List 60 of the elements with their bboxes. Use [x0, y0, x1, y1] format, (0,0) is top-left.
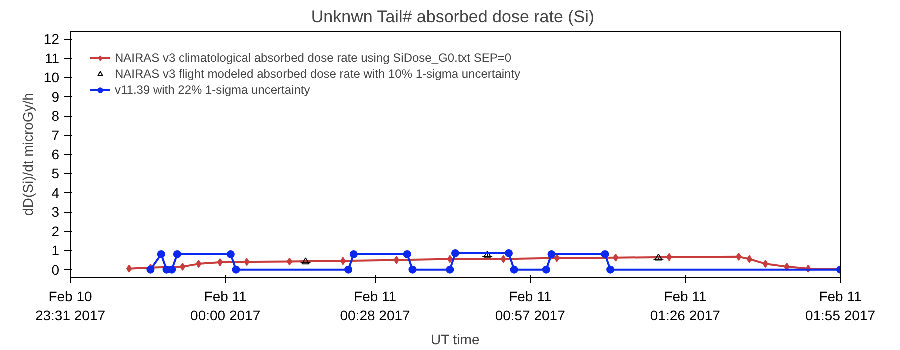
point [504, 249, 513, 258]
chart-title: Unknwn Tail# absorbed dose rate (Si) [311, 8, 595, 26]
point [232, 266, 240, 274]
point [180, 262, 186, 271]
y-tick-label: 5 [52, 166, 60, 182]
point [452, 249, 460, 258]
y-tick-label: 4 [52, 184, 60, 201]
point [244, 258, 250, 266]
point [548, 250, 556, 258]
point [226, 250, 235, 258]
point [666, 253, 672, 262]
point [654, 254, 663, 261]
point [302, 258, 310, 265]
y-tick-label: 0 [52, 262, 60, 278]
point [484, 250, 492, 258]
point [340, 257, 346, 266]
point [126, 264, 132, 273]
x-tick-label: Feb 10 23:31 2017 [35, 288, 106, 324]
x-axis-title: UT time [431, 332, 480, 348]
point [542, 266, 550, 274]
y-tick-label: 1 [52, 242, 60, 259]
y-axis-title: dD(Si)/dt microGy/h [20, 93, 36, 216]
y-tick-label: 8 [52, 108, 60, 124]
x-tick-label: Feb 11 01:26 2017 [650, 288, 721, 324]
point [394, 256, 400, 264]
point [601, 250, 610, 258]
x-tick-label: Feb 11 00:57 2017 [495, 288, 566, 324]
y-tick-label: 12 [44, 31, 60, 48]
point [168, 266, 176, 274]
point [746, 255, 752, 264]
point [736, 252, 742, 261]
point [500, 255, 506, 264]
x-tick-label: Feb 11 01:55 2017 [805, 288, 876, 324]
x-tick-label: Feb 11 00:00 2017 [190, 288, 261, 324]
legend-label: v11.39 with 22% 1-sigma uncertainty [115, 83, 310, 97]
point [510, 266, 518, 274]
point [173, 250, 182, 258]
point [403, 250, 412, 258]
y-tick-label: 2 [52, 223, 60, 240]
point [217, 258, 224, 267]
point [344, 266, 353, 274]
y-tick-label: 10 [44, 70, 60, 86]
y-tick-label: 3 [52, 204, 60, 220]
y-tick-label: 7 [52, 127, 60, 144]
point [196, 260, 202, 268]
point [613, 254, 619, 262]
point [157, 250, 166, 258]
point [286, 258, 293, 266]
point [408, 266, 417, 274]
y-tick-label: 11 [44, 50, 60, 66]
point [606, 266, 615, 274]
legend-label: NAIRAS v3 climatological absorbed dose rate using SiDose_G0.txt SEP=0 [115, 51, 512, 65]
x-tick-label: Feb 11 00:28 2017 [340, 288, 411, 324]
legend-label: NAIRAS v3 flight modeled absorbed dose rate with 10% 1-sigma uncertainty [115, 67, 521, 81]
point [762, 260, 768, 268]
point [446, 266, 454, 274]
point [350, 250, 358, 258]
y-tick-label: 9 [52, 88, 60, 105]
y-tick-label: 6 [52, 146, 60, 162]
point [447, 255, 453, 264]
